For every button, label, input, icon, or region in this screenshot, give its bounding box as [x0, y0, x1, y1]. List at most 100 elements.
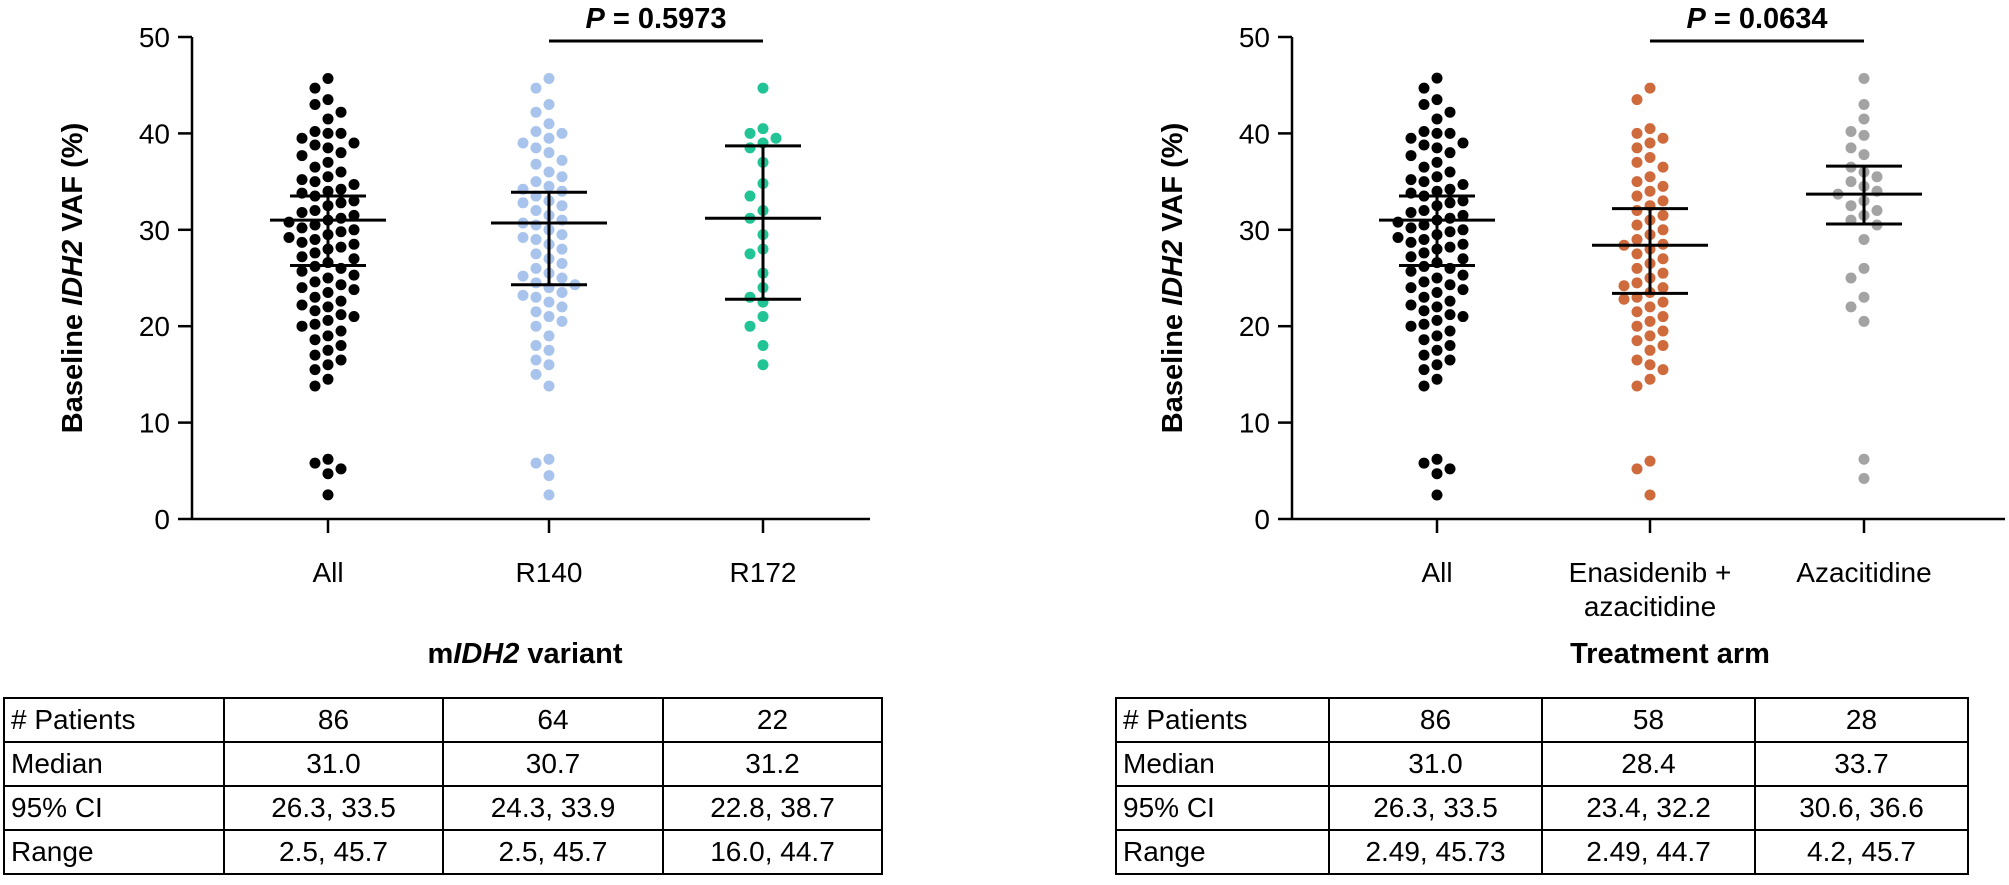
- data-point: [530, 306, 542, 318]
- p-value-symbol: P: [585, 3, 605, 35]
- data-point: [1644, 82, 1656, 94]
- data-point: [1657, 224, 1669, 236]
- data-point: [1657, 132, 1669, 144]
- y-axis-label-part: IDH2: [57, 240, 89, 306]
- data-point: [296, 174, 308, 186]
- table-cell: 86: [1328, 697, 1543, 743]
- data-point: [530, 158, 542, 170]
- data-point: [1444, 279, 1456, 291]
- table-row-label: Median: [1115, 741, 1330, 787]
- data-point: [744, 320, 756, 332]
- p-value-text: = 0.5973: [605, 3, 727, 35]
- data-point: [1845, 200, 1857, 212]
- x-tick-label: R140: [516, 557, 583, 588]
- data-point: [309, 380, 321, 392]
- data-point: [1644, 330, 1656, 342]
- data-point: [322, 344, 334, 356]
- data-point: [543, 470, 555, 482]
- data-point: [1631, 320, 1643, 332]
- data-point: [309, 139, 321, 151]
- data-point: [530, 142, 542, 154]
- data-point: [296, 251, 308, 263]
- data-point: [309, 276, 321, 288]
- data-point: [335, 279, 347, 291]
- y-tick-label: 40: [139, 118, 170, 149]
- data-point: [309, 161, 321, 173]
- data-point: [543, 453, 555, 465]
- data-point: [757, 359, 769, 371]
- data-point: [1418, 305, 1430, 317]
- data-point: [1405, 236, 1417, 248]
- data-point: [348, 238, 360, 250]
- data-point: [530, 125, 542, 137]
- data-point: [296, 282, 308, 294]
- data-point: [744, 248, 756, 260]
- data-point: [1405, 265, 1417, 277]
- data-point: [1444, 226, 1456, 238]
- data-point: [543, 166, 555, 178]
- data-point: [530, 339, 542, 351]
- data-point: [556, 127, 568, 139]
- data-point: [530, 176, 542, 188]
- data-point: [1418, 98, 1430, 110]
- table-cell: 2.49, 44.7: [1541, 829, 1756, 875]
- data-point: [1418, 334, 1430, 346]
- chart-right: 0 10 20 30 40 50 Baseline IDH2 VAF (%) All Enasi…: [1157, 3, 2005, 622]
- data-point: [322, 72, 334, 84]
- data-point: [543, 380, 555, 392]
- x-tick-label: Azacitidine: [1796, 557, 1931, 588]
- table-cell: 31.0: [1328, 741, 1543, 787]
- data-point: [1657, 325, 1669, 337]
- data-point: [309, 291, 321, 303]
- data-point: [1858, 233, 1870, 245]
- data-point: [1431, 185, 1443, 197]
- data-point: [1418, 457, 1430, 469]
- data-point: [322, 314, 334, 326]
- data-point: [1444, 197, 1456, 209]
- table-cell: 33.7: [1754, 741, 1969, 787]
- data-point: [309, 364, 321, 376]
- data-point: [309, 349, 321, 361]
- x-tick-label: R172: [730, 557, 797, 588]
- x-tick-label: Enasidenib +: [1569, 557, 1732, 588]
- data-point: [322, 301, 334, 313]
- data-point: [1845, 272, 1857, 284]
- data-point: [309, 457, 321, 469]
- data-point: [1392, 232, 1404, 244]
- data-point: [1631, 354, 1643, 366]
- data-point: [556, 286, 568, 298]
- data-point: [1457, 209, 1469, 221]
- data-point: [1431, 142, 1443, 154]
- data-point: [335, 339, 347, 351]
- data-point: [309, 98, 321, 110]
- data-point: [309, 176, 321, 188]
- data-point: [1418, 219, 1430, 231]
- data-point: [335, 212, 347, 224]
- table-row-label: Range: [1115, 829, 1330, 875]
- data-point: [530, 205, 542, 217]
- data-point: [530, 277, 542, 289]
- data-point: [1431, 330, 1443, 342]
- data-point: [1845, 301, 1857, 313]
- y-axis-label: Baseline IDH2 VAF (%): [1157, 123, 1189, 433]
- data-point: [1431, 272, 1443, 284]
- data-point: [530, 457, 542, 469]
- data-point: [1444, 147, 1456, 159]
- data-point: [1431, 94, 1443, 106]
- data-point: [296, 320, 308, 332]
- data-point: [335, 127, 347, 139]
- table-row: Median 31.0 30.7 31.2: [3, 741, 883, 787]
- data-point: [1418, 380, 1430, 392]
- data-point: [296, 206, 308, 218]
- data-point: [1631, 142, 1643, 154]
- data-point: [1657, 339, 1669, 351]
- data-point: [1657, 209, 1669, 221]
- data-point: [283, 216, 295, 228]
- data-point: [1405, 150, 1417, 162]
- data-point: [757, 82, 769, 94]
- data-point: [556, 243, 568, 255]
- y-tick-label: 0: [154, 504, 170, 535]
- data-point: [556, 258, 568, 270]
- data-point: [1631, 335, 1643, 347]
- data-point: [517, 197, 529, 209]
